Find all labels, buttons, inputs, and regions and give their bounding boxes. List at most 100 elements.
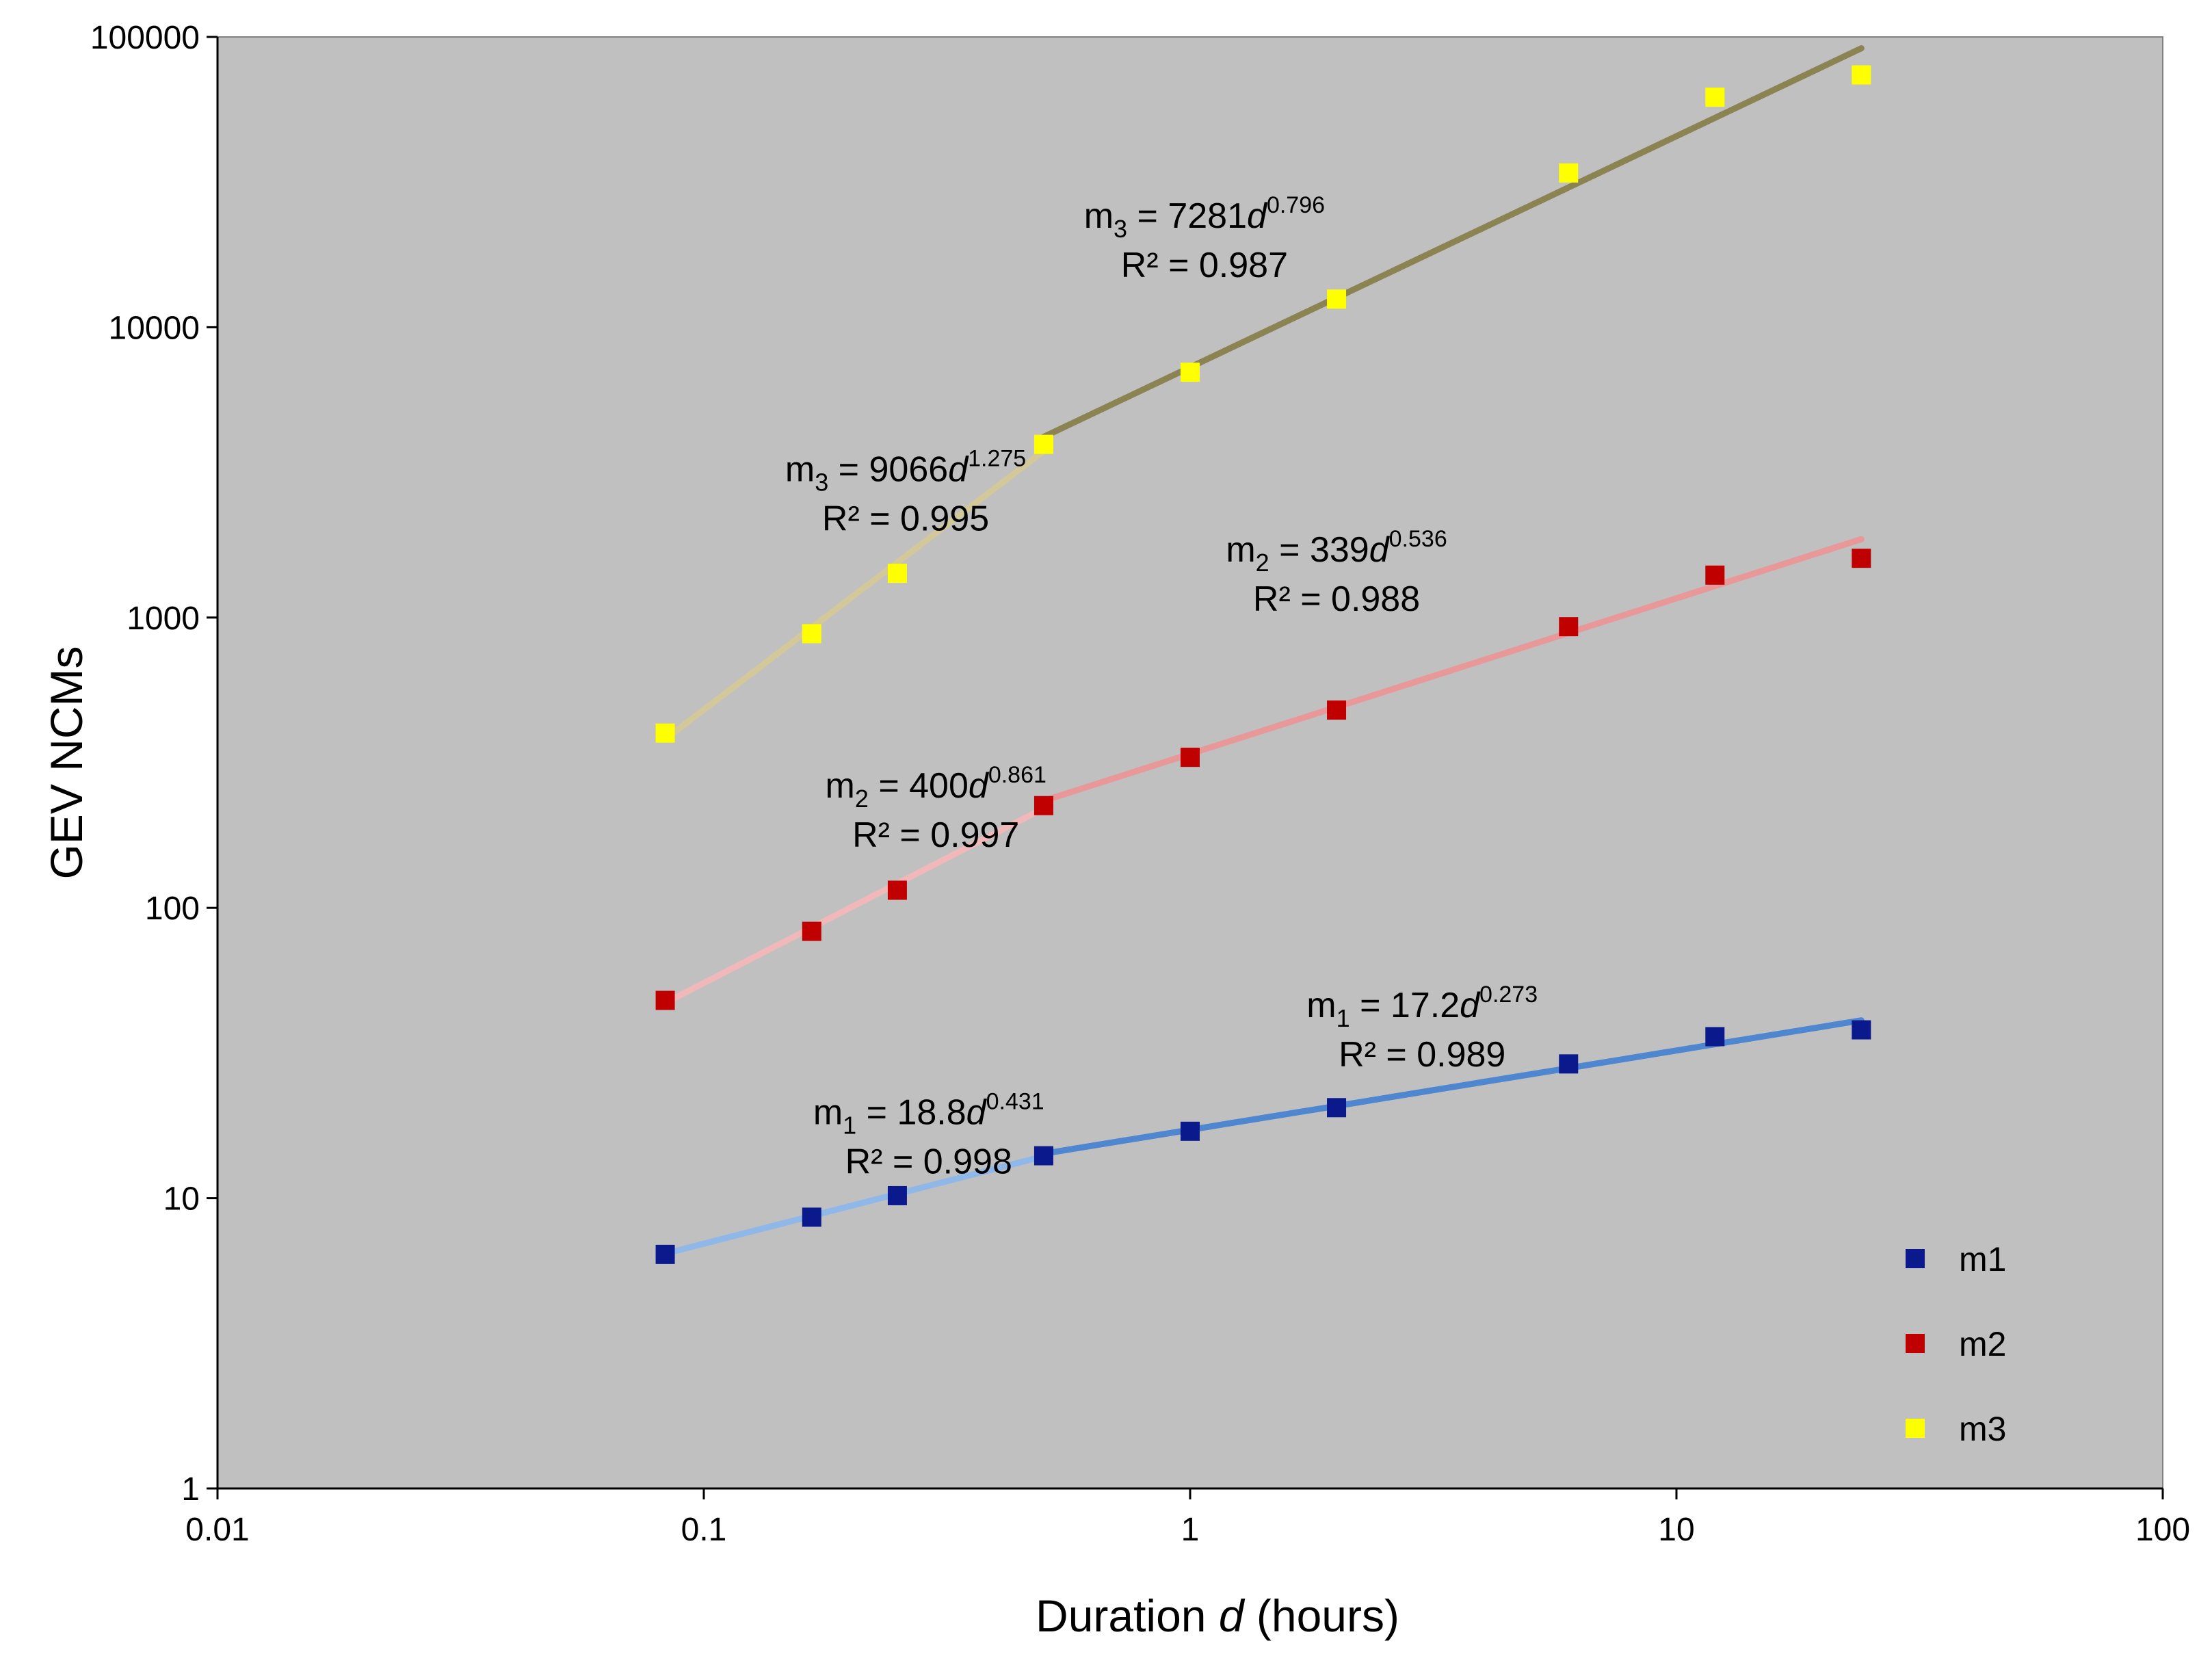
equation-symbol: m — [813, 1092, 843, 1132]
m1-fit-equation: m1 = 18.8d0.431 — [813, 1088, 1044, 1139]
m2-fit-r2: R² = 0.988 — [1253, 579, 1420, 619]
equation-subscript: 1 — [843, 1111, 856, 1139]
m2-fit-r2: R² = 0.997 — [852, 815, 1019, 855]
equation-symbol: m — [1084, 196, 1114, 236]
y-tick-label: 1000 — [127, 601, 200, 637]
equation-coefficient: = 400 — [869, 766, 969, 806]
m3-fit-line — [1040, 45, 1865, 441]
y-tick-label: 100 — [145, 891, 200, 927]
m3-point — [1033, 434, 1053, 454]
equation-variable: d — [948, 449, 969, 489]
equation-exponent: 0.861 — [988, 762, 1046, 788]
m1-point — [1327, 1098, 1347, 1118]
m3-point — [1705, 88, 1725, 107]
fit-lines — [662, 45, 1865, 1257]
m1-fit-line — [662, 1153, 1047, 1257]
legend-label: m2 — [1959, 1325, 2006, 1363]
m1-point — [887, 1185, 907, 1205]
equation-variable: d — [1460, 986, 1481, 1025]
m3-fit-r2: R² = 0.995 — [822, 499, 989, 538]
y-tick-label: 100000 — [90, 20, 200, 56]
m1-fit-equation: m1 = 17.2d0.273 — [1306, 982, 1538, 1032]
m3-point — [802, 624, 821, 644]
equation-coefficient: = 7281 — [1127, 196, 1247, 236]
x-axis-title-variable: d — [1219, 1590, 1246, 1641]
equation-coefficient: = 9066 — [828, 449, 948, 489]
legend-marker — [1906, 1334, 1925, 1353]
m3-fit-equation: m3 = 7281d0.796 — [1084, 192, 1325, 243]
m2-fit-line — [662, 805, 1047, 1006]
m1-point — [802, 1207, 821, 1227]
m3-point — [1852, 65, 1871, 85]
m3-point — [655, 723, 675, 743]
equation-variable: d — [966, 1092, 988, 1132]
m2-point — [1559, 617, 1579, 637]
legend: m1 m2 m3 — [1906, 1240, 2006, 1448]
y-tick-label: 10 — [163, 1181, 200, 1218]
equation-subscript: 3 — [1114, 215, 1127, 243]
m3-point — [1559, 163, 1579, 183]
m3-point — [1181, 363, 1200, 382]
x-tick-label: 10 — [1658, 1512, 1694, 1548]
y-axis-title: GEV NCMs — [41, 646, 92, 879]
data-points — [655, 65, 1871, 1264]
m3-point — [887, 564, 907, 583]
m1-fit-r2: R² = 0.998 — [845, 1142, 1012, 1181]
x-axis-title-suffix: (hours) — [1244, 1590, 1399, 1641]
m2-fit-line — [1040, 536, 1865, 804]
m3-fit-equation: m3 = 9066d1.275 — [785, 445, 1026, 496]
equation-symbol: m — [826, 766, 855, 806]
m1-point — [1559, 1054, 1579, 1074]
x-tick-label: 1 — [1181, 1512, 1200, 1548]
m3-fit-r2: R² = 0.987 — [1121, 246, 1288, 285]
m3-fit-line — [662, 447, 1047, 743]
equation-symbol: m — [1226, 530, 1255, 570]
equation-subscript: 3 — [815, 468, 828, 496]
m3-point — [1327, 289, 1347, 309]
legend-marker — [1906, 1419, 1925, 1438]
x-axis-title-prefix: Duration — [1036, 1590, 1219, 1641]
axes: 1 10 100 1000 10000 100000 0.01 0.1 1 10 100 — [90, 20, 2190, 1548]
m2-fit-equation: m2 = 400d0.861 — [826, 762, 1046, 813]
equation-exponent: 0.431 — [986, 1088, 1044, 1114]
x-tick-label: 0.1 — [681, 1512, 727, 1548]
m2-point — [1181, 748, 1200, 767]
equation-subscript: 2 — [855, 785, 869, 813]
legend-marker — [1906, 1249, 1925, 1268]
legend-label: m3 — [1959, 1410, 2006, 1448]
equation-subscript: 2 — [1256, 549, 1269, 577]
equation-exponent: 1.275 — [968, 445, 1026, 471]
x-tick-label: 0.01 — [185, 1512, 249, 1548]
equation-coefficient: = 339 — [1269, 530, 1369, 570]
legend-label: m1 — [1959, 1240, 2006, 1278]
m2-point — [655, 990, 675, 1010]
equation-symbol: m — [1306, 986, 1336, 1025]
m2-point — [802, 921, 821, 941]
y-tick-label: 10000 — [109, 310, 200, 346]
m1-point — [1033, 1146, 1053, 1166]
equation-symbol: m — [785, 449, 815, 489]
equation-coefficient: = 18.8 — [856, 1092, 966, 1132]
equation-exponent: 0.536 — [1389, 526, 1447, 552]
m1-point — [1181, 1121, 1200, 1141]
equation-variable: d — [969, 766, 990, 806]
m1-point — [655, 1244, 675, 1264]
m2-point — [887, 880, 907, 900]
equation-exponent: 0.796 — [1267, 192, 1325, 218]
m2-point — [1705, 565, 1725, 585]
equation-variable: d — [1369, 530, 1391, 570]
m2-fit-equation: m2 = 339d0.536 — [1226, 526, 1447, 577]
x-tick-label: 100 — [2135, 1512, 2190, 1548]
m2-point — [1327, 700, 1347, 720]
m2-point — [1852, 549, 1871, 568]
equation-subscript: 1 — [1337, 1004, 1350, 1032]
equation-variable: d — [1247, 196, 1268, 236]
equation-exponent: 0.273 — [1479, 982, 1538, 1008]
m2-point — [1033, 796, 1053, 815]
m1-fit-line — [1040, 1017, 1865, 1157]
m1-point — [1852, 1020, 1871, 1040]
equation-coefficient: = 17.2 — [1350, 986, 1460, 1025]
y-tick-label: 1 — [181, 1471, 200, 1508]
